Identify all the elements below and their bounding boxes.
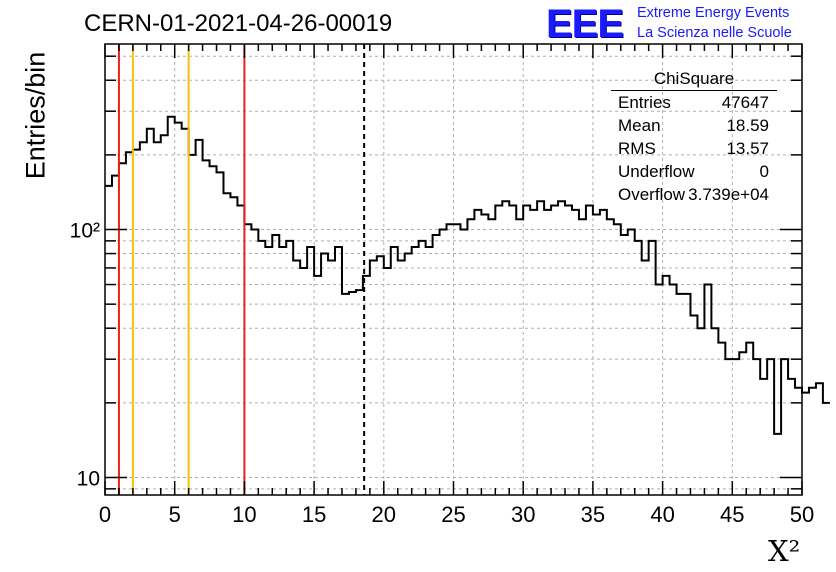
logo-line-2: La Scienza nelle Scuole bbox=[637, 25, 792, 41]
stats-value: 47647 bbox=[721, 93, 769, 112]
x-tick-label: 20 bbox=[372, 502, 396, 527]
logo-caption: Extreme Energy Events La Scienza nelle S… bbox=[637, 3, 792, 43]
y-tick-label: 10² bbox=[70, 220, 100, 243]
stats-label: Entries bbox=[618, 93, 671, 112]
stats-row: Entries 47647 bbox=[611, 91, 777, 114]
marker-lines bbox=[117, 44, 366, 495]
stats-label: RMS bbox=[618, 139, 656, 158]
chart-title: CERN-01-2021-04-26-00019 bbox=[84, 10, 393, 37]
stats-row: Underflow 0 bbox=[611, 160, 777, 183]
logo-line-1: Extreme Energy Events bbox=[637, 5, 790, 21]
x-tick-label: 15 bbox=[302, 502, 326, 527]
x-tick-label: 30 bbox=[511, 502, 535, 527]
x-tick-label: 0 bbox=[99, 502, 111, 527]
x-tick-label: 25 bbox=[441, 502, 465, 527]
x-tick-label: 35 bbox=[581, 502, 605, 527]
stats-name: ChiSquare bbox=[653, 69, 735, 88]
stats-label: Mean bbox=[618, 116, 661, 135]
stats-row: Overflow 3.739e+04 bbox=[611, 183, 777, 206]
stats-row: Mean 18.59 bbox=[611, 114, 777, 137]
stats-divider bbox=[611, 90, 777, 91]
stats-label: Overflow bbox=[618, 185, 686, 204]
stats-value: 13.57 bbox=[726, 139, 769, 158]
stats-value: 18.59 bbox=[726, 116, 769, 135]
x-tick-label: 45 bbox=[720, 502, 744, 527]
stats-value: 0 bbox=[759, 162, 769, 181]
x-tick-label: 40 bbox=[650, 502, 674, 527]
stats-label: Underflow bbox=[618, 162, 695, 181]
histogram-bars bbox=[105, 115, 830, 435]
tick-labels: 0 5 10 15 20 25 30 35 40 45 50 10 10² bbox=[70, 220, 815, 527]
x-tick-label: 10 bbox=[232, 502, 256, 527]
x-tick-label: 50 bbox=[790, 502, 814, 527]
stats-value: 3.739e+04 bbox=[688, 185, 769, 204]
eee-logo: EEE bbox=[546, 2, 624, 46]
histogram-line bbox=[105, 115, 830, 435]
stats-row: RMS 13.57 bbox=[611, 137, 777, 160]
y-tick-label: 10 bbox=[77, 467, 100, 490]
x-tick-label: 5 bbox=[169, 502, 181, 527]
stats-box: ChiSquare Entries 47647 Mean 18.59 RMS 1… bbox=[611, 68, 777, 206]
x-axis-label: X² bbox=[768, 534, 801, 568]
y-axis-label: Entries/bin bbox=[20, 51, 51, 180]
axis-ticks bbox=[104, 44, 803, 495]
